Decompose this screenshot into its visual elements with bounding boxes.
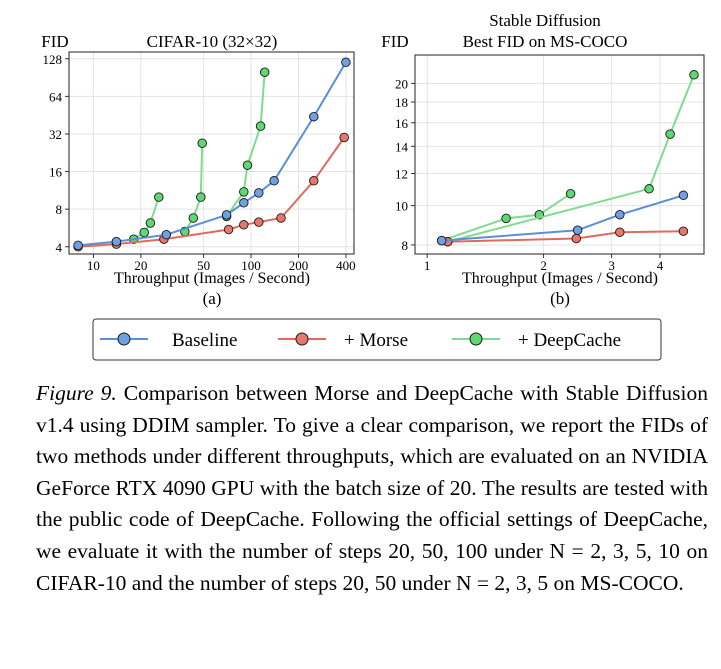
panel-a-plot: 4 8 16 32 64 128 10 20 50 100 200 400	[43, 51, 356, 273]
legend: Baseline + Morse + DeepCache	[92, 318, 662, 361]
panel-b-point-baseline	[436, 235, 447, 246]
panel-b-point-deepcache_20	[501, 213, 511, 224]
panel-b-background	[415, 55, 704, 254]
panel-a-x-label: Throughput (Images / Second)	[114, 270, 310, 287]
panel-a-point-deepcache_50	[196, 192, 206, 202]
legend-label-baseline: Baseline	[172, 330, 237, 351]
panel-b-sublabel: (b)	[550, 289, 570, 308]
panel-b-y-tick-label: 12	[395, 166, 408, 181]
panel-b-point-deepcache_50	[665, 129, 675, 139]
panel-a-x-tick-label: 20	[134, 258, 147, 273]
figure-svg: CIFAR-10 (32×32) FID Throughput (Images …	[41, 11, 705, 361]
legend-label-morse: + Morse	[344, 330, 408, 351]
panel-b-frame	[414, 54, 705, 255]
panel-b-x-tick-label: 2	[540, 258, 547, 273]
panel-a-y-tick-label: 64	[49, 89, 63, 104]
panel-a-x-tick-label: 400	[336, 258, 356, 273]
panel-a-y-tick-label: 128	[43, 52, 63, 67]
panel-a-x-tick-label: 10	[87, 258, 100, 273]
panel-b-point-morse	[571, 233, 582, 244]
panel-b-x-tick-label: 4	[657, 258, 664, 273]
panel-b-point-deepcache_50	[689, 70, 699, 80]
panel-a-title: CIFAR-10 (32×32)	[147, 32, 278, 51]
panel-a-point-baseline	[221, 210, 232, 220]
panel-a-y-tick-label: 4	[56, 240, 63, 255]
panel-b-point-baseline	[572, 225, 583, 235]
panel-a-point-baseline	[309, 111, 319, 122]
panel-b-x-label: Throughput (Images / Second)	[462, 270, 658, 287]
panel-a-y-label: FID	[41, 32, 68, 51]
panel-a-point-morse	[223, 224, 234, 235]
panel-a-point-deepcache_100	[242, 160, 253, 170]
panel-a-point-deepcache_20	[145, 218, 156, 228]
panel-a-point-deepcache_100	[259, 67, 270, 77]
panel-a-line-deepcache_20	[133, 196, 160, 241]
panel-a-x-tick-label: 100	[241, 258, 261, 273]
panel-b-point-morse	[678, 226, 689, 236]
panel-b-y-tick-label: 8	[402, 238, 409, 253]
panel-b-y-label: FID	[381, 32, 408, 51]
panel-a-point-morse	[339, 132, 349, 143]
panel-a-sublabel: (a)	[203, 289, 222, 308]
panel-a-y-tick-label: 32	[49, 127, 62, 142]
figure: CIFAR-10 (32×32) FID Throughput (Images …	[41, 11, 705, 361]
panel-b-line-deepcache_50	[447, 74, 695, 243]
legend-entry-morse: + Morse	[278, 330, 408, 351]
panel-a-point-deepcache_50	[197, 138, 207, 148]
panel-a-point-morse	[276, 213, 286, 223]
caption-text: Comparison between Morse and DeepCache w…	[36, 381, 709, 595]
panel-b-y-tick-label: 18	[395, 95, 408, 110]
panel-a-point-deepcache_20	[139, 227, 149, 238]
panel-b-line-morse	[447, 230, 684, 243]
panel-a-point-morse	[239, 220, 249, 230]
panel-b-y-tick-label: 10	[395, 199, 408, 214]
panel-a-y-tick-label: 16	[49, 165, 63, 180]
panel-a-point-baseline	[254, 188, 264, 198]
panel-a-point-deepcache_100	[239, 187, 249, 197]
legend-label-deepcache: + DeepCache	[518, 330, 621, 351]
panel-a-point-baseline	[341, 57, 351, 68]
panel-b-point-baseline	[678, 190, 689, 201]
panel-b-line-baseline	[441, 194, 684, 242]
panel-b-y-tick-label: 20	[395, 76, 408, 91]
panel-a-frame	[68, 51, 355, 255]
panel-b-point-morse	[615, 227, 625, 237]
panel-a-y-tick-label: 8	[56, 202, 63, 217]
panel-a-line-deepcache_50	[183, 143, 204, 233]
panel-a-point-baseline	[73, 240, 83, 251]
panel-b-point-deepcache_20	[565, 188, 576, 199]
panel-a-point-baseline	[239, 198, 249, 208]
legend-frame	[92, 318, 662, 361]
panel-a-point-deepcache_50	[188, 213, 199, 223]
panel-a-point-deepcache_20	[154, 192, 164, 202]
panel-a-point-morse	[309, 176, 319, 186]
panel-b-y-tick-label: 16	[395, 116, 409, 131]
panel-b-line-deepcache_20	[441, 192, 572, 242]
panel-a-point-deepcache_100	[255, 121, 266, 131]
panel-b-title-line1: Stable Diffusion	[489, 11, 601, 30]
panel-a-point-baseline	[161, 229, 172, 240]
panel-b-x-tick-label: 3	[608, 258, 615, 273]
panel-a-point-morse	[254, 217, 264, 227]
legend-entry-baseline: Baseline	[100, 330, 237, 351]
panel-a-point-baseline	[111, 236, 122, 247]
panel-b-x-tick-label: 1	[424, 258, 431, 273]
panel-a-point-baseline	[269, 176, 279, 186]
panel-b-title-line2: Best FID on MS-COCO	[463, 32, 628, 51]
caption-label: Figure 9.	[36, 381, 117, 405]
panel-a-x-tick-label: 50	[197, 258, 210, 273]
figure-caption: Figure 9. Comparison between Morse and D…	[36, 378, 708, 599]
panel-a-x-tick-label: 200	[289, 258, 309, 273]
legend-entry-deepcache: + DeepCache	[452, 330, 621, 351]
panel-a-background	[69, 52, 354, 254]
panel-b-y-tick-label: 14	[395, 139, 409, 154]
panel-b-point-deepcache_50	[644, 184, 654, 194]
panel-b-point-baseline	[615, 209, 625, 220]
